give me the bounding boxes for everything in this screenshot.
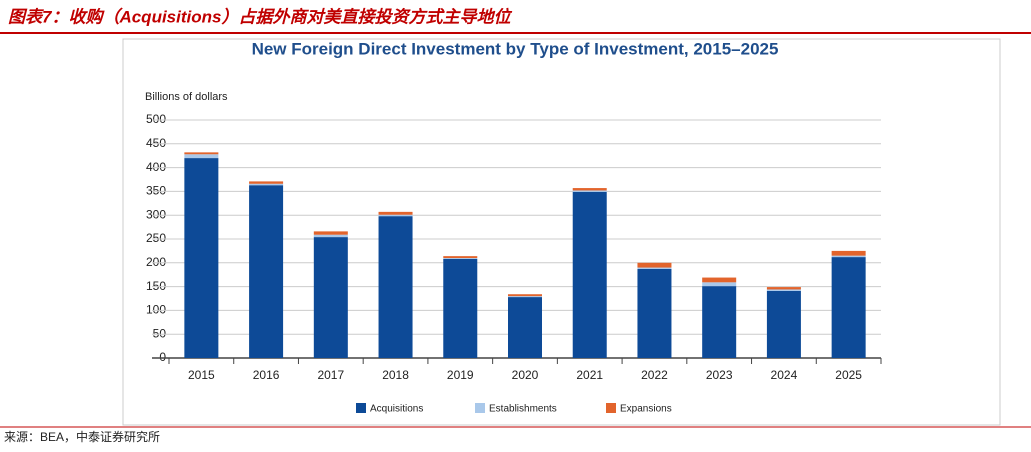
- source: 来源：BEA，中泰证券研究所: [4, 429, 160, 444]
- bar: [766, 290, 801, 358]
- y-tick-label: 500: [146, 112, 166, 126]
- x-tick-label: 2025: [835, 368, 862, 382]
- x-tick-label: 2016: [253, 368, 280, 382]
- y-axis-label: Billions of dollars: [145, 91, 228, 103]
- legend-label: Establishments: [489, 404, 557, 415]
- y-tick-label: 0: [159, 350, 166, 364]
- x-tick-label: 2021: [576, 368, 603, 382]
- x-tick-label: 2017: [317, 368, 344, 382]
- x-tick-label: 2019: [447, 368, 474, 382]
- legend-label: Expansions: [620, 404, 672, 415]
- legend-swatch: [356, 403, 366, 413]
- legend-swatch: [475, 403, 485, 413]
- bar: [313, 237, 348, 358]
- bar: [508, 297, 542, 358]
- legend-label: Acquisitions: [370, 404, 423, 415]
- y-tick-label: 450: [146, 136, 166, 150]
- bar: [378, 216, 413, 358]
- y-tick-label: 300: [146, 207, 166, 221]
- bar: [831, 257, 866, 358]
- chart-title: New Foreign Direct Investment by Type of…: [252, 39, 779, 58]
- bar: [184, 158, 219, 358]
- y-tick-label: 50: [153, 326, 167, 340]
- bar: [184, 152, 219, 155]
- bar: [572, 188, 607, 191]
- bar: [831, 250, 866, 256]
- x-tick-label: 2020: [512, 368, 539, 382]
- bar: [313, 234, 348, 238]
- bar: [508, 294, 542, 297]
- bar: [249, 181, 284, 184]
- bar: [702, 286, 737, 358]
- bar: [637, 262, 672, 268]
- bar: [637, 268, 672, 358]
- x-tick-label: 2023: [706, 368, 733, 382]
- y-tick-label: 400: [146, 160, 166, 174]
- y-tick-label: 150: [146, 279, 166, 293]
- bar: [378, 211, 413, 215]
- y-tick-label: 100: [146, 303, 166, 317]
- bar: [443, 256, 478, 259]
- bar: [572, 191, 607, 358]
- x-tick-label: 2018: [382, 368, 409, 382]
- bar: [766, 287, 801, 290]
- bar: [702, 277, 737, 283]
- bar: [702, 282, 737, 287]
- bar: [637, 267, 672, 269]
- bar: [443, 258, 478, 259]
- header-title: 图表7：收购（Acquisitions）占据外商对美直接投资方式主导地位: [8, 7, 512, 26]
- bar: [443, 258, 478, 358]
- bar: [572, 190, 607, 192]
- bar: [249, 183, 284, 186]
- y-tick-label: 250: [146, 231, 166, 245]
- bar: [508, 296, 542, 298]
- x-tick-label: 2024: [771, 368, 798, 382]
- bar: [831, 255, 866, 258]
- bar: [184, 154, 219, 159]
- x-tick-label: 2015: [188, 368, 215, 382]
- bar: [249, 185, 284, 358]
- x-tick-label: 2022: [641, 368, 668, 382]
- legend-swatch: [606, 403, 616, 413]
- y-tick-label: 200: [146, 255, 166, 269]
- bar: [378, 214, 413, 217]
- bar: [313, 231, 348, 235]
- y-tick-label: 350: [146, 184, 166, 198]
- bar: [766, 289, 801, 291]
